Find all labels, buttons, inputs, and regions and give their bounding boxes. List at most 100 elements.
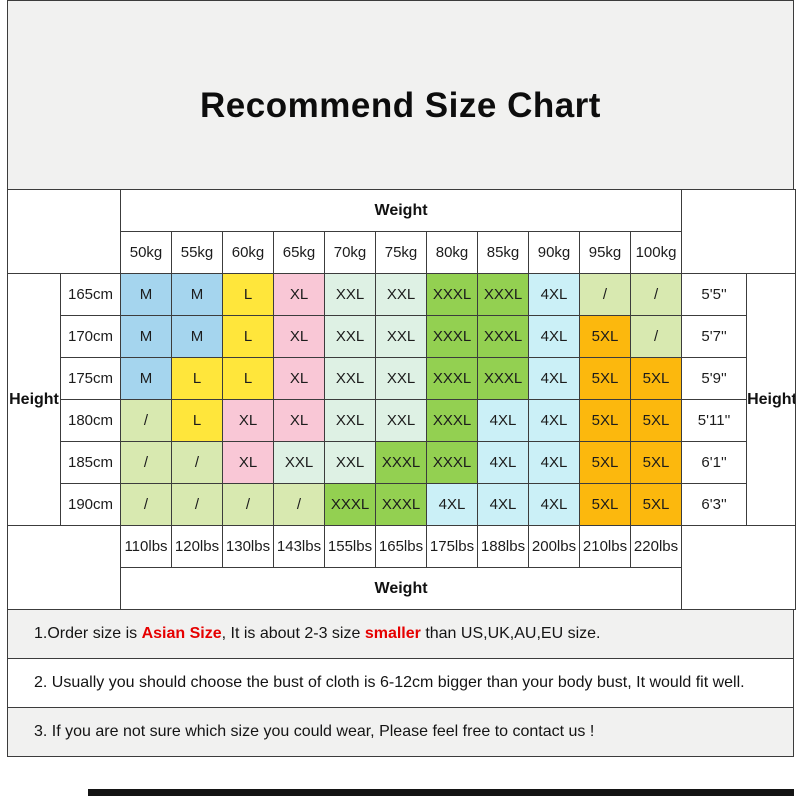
lbs-header-cell: 175lbs: [426, 525, 478, 568]
height-label-left: Height: [7, 273, 61, 526]
size-cell: 4XL: [477, 483, 529, 526]
size-cell: 5XL: [629, 483, 683, 526]
size-cell: 4XL: [528, 441, 580, 484]
note-line-3: 3. If you are not sure which size you co…: [7, 707, 794, 757]
size-cell: M: [120, 357, 172, 400]
size-cell: L: [171, 357, 223, 400]
kg-header-cell: 85kg: [477, 231, 529, 274]
kg-header-cell: 55kg: [171, 231, 223, 274]
note-line-1: 1.Order size is Asian Size, It is about …: [7, 609, 794, 659]
size-cell: 4XL: [477, 441, 529, 484]
size-cell: /: [629, 315, 683, 358]
size-cell: XXXL: [426, 357, 478, 400]
kg-header-cell: 100kg: [629, 231, 683, 274]
kg-header-cell: 75kg: [375, 231, 427, 274]
size-cell: 4XL: [528, 315, 580, 358]
size-cell: XXXL: [477, 273, 529, 316]
note-1-highlight-smaller: smaller: [364, 625, 421, 642]
size-cell: XXL: [375, 357, 427, 400]
lbs-header-cell: 130lbs: [222, 525, 274, 568]
size-cell: L: [222, 315, 274, 358]
size-cell: M: [171, 273, 223, 316]
kg-header-cell: 50kg: [120, 231, 172, 274]
size-cell: /: [273, 483, 325, 526]
height-cm-cell: 190cm: [60, 483, 121, 526]
height-cm-cell: 170cm: [60, 315, 121, 358]
size-cell: 5XL: [579, 399, 631, 442]
height-ft-cell: 5'9'': [681, 357, 748, 400]
size-cell: M: [120, 273, 172, 316]
size-cell: XXXL: [375, 483, 427, 526]
kg-header-cell: 95kg: [579, 231, 631, 274]
size-cell: 5XL: [579, 315, 631, 358]
lbs-header-cell: 200lbs: [528, 525, 580, 568]
size-cell: XXL: [324, 273, 376, 316]
size-cell: XXL: [273, 441, 325, 484]
size-cell: XL: [222, 441, 274, 484]
table-row: 170cm M M L XL XXL XXL XXXL XXXL 4XL 5XL/5'7'': [8, 315, 796, 358]
size-cell: M: [171, 315, 223, 358]
size-cell: XL: [273, 273, 325, 316]
size-cell: XXL: [375, 315, 427, 358]
weight-footer-row: Weight: [8, 567, 796, 610]
size-cell: 4XL: [528, 399, 580, 442]
size-cell: /: [171, 483, 223, 526]
size-cell: 4XL: [528, 273, 580, 316]
lbs-header-cell: 188lbs: [477, 525, 529, 568]
size-cell: /: [222, 483, 274, 526]
size-cell: 5XL: [629, 399, 683, 442]
lbs-header-row: 110lbs 120lbs 130lbs 143lbs 155lbs 165lbs 175l…: [7, 525, 797, 610]
size-cell: XXXL: [477, 357, 529, 400]
size-cell: /: [120, 483, 172, 526]
size-cell: XXL: [375, 273, 427, 316]
lbs-header-cell: 110lbs: [120, 525, 172, 568]
size-cell: XXXL: [426, 399, 478, 442]
height-ft-cell: 6'1'': [681, 441, 748, 484]
size-cell: /: [120, 441, 172, 484]
size-cell: L: [222, 357, 274, 400]
size-cell: 4XL: [528, 357, 580, 400]
size-cell: XXL: [324, 315, 376, 358]
note-1-suffix: than US,UK,AU,EU size.: [420, 625, 601, 642]
size-cell: XXXL: [426, 441, 478, 484]
height-ft-cell: 5'5'': [681, 273, 748, 316]
blank-corner-bottom-right: [681, 525, 797, 610]
size-cell: /: [579, 273, 631, 316]
size-chart-sheet: Recommend Size Chart Weight 50kg 55kg 60kg 6…: [7, 0, 797, 757]
height-cm-cell: 185cm: [60, 441, 121, 484]
weight-header-bottom: Weight: [119, 567, 683, 610]
height-label-right: Height: [746, 273, 797, 526]
size-cell: M: [120, 315, 172, 358]
size-cell: XL: [273, 315, 325, 358]
size-cell: 5XL: [579, 441, 631, 484]
size-cell: /: [171, 441, 223, 484]
height-ft-cell: 5'7'': [681, 315, 748, 358]
table-row: 180cm / L XL XL XXL XXL XXXL 4XL 4XL 5XL 5XL 5'11'': [8, 399, 796, 442]
size-cell: 4XL: [477, 399, 529, 442]
size-cell: 4XL: [528, 483, 580, 526]
size-cell: /: [120, 399, 172, 442]
size-cell: XXL: [324, 441, 376, 484]
note-line-2: 2. Usually you should choose the bust of…: [7, 658, 794, 708]
lbs-header-cell: 210lbs: [579, 525, 631, 568]
table-row: Height 165cm M M L XL XXL XXL XXXL XXXL 4XL //5'5''…: [7, 273, 797, 526]
kg-header-cell: 90kg: [528, 231, 580, 274]
size-chart-tbody: Weight 50kg 55kg 60kg 65kg 70kg 75kg 80kg 85kg 90…: [7, 189, 797, 610]
height-cm-cell: 180cm: [60, 399, 121, 442]
lbs-header-cell: 220lbs: [629, 525, 683, 568]
table-row: 190cm / / / / XXXL XXXL 4XL 4XL 4XL 5XL 5XL 6'3'': [8, 483, 796, 526]
kg-header-cell: 80kg: [426, 231, 478, 274]
size-cell: L: [222, 273, 274, 316]
lbs-header-cell: 120lbs: [171, 525, 223, 568]
size-cell: XXXL: [426, 315, 478, 358]
size-cell: 5XL: [579, 357, 631, 400]
table-row: 175cm M L L XL XXL XXL XXXL XXXL 4XL 5XL 5XL 5'9'': [8, 357, 796, 400]
kg-header-cell: 70kg: [324, 231, 376, 274]
lbs-header-cell: 143lbs: [273, 525, 325, 568]
size-cell: XXL: [375, 399, 427, 442]
size-cell: XXXL: [324, 483, 376, 526]
size-cell: XXL: [324, 399, 376, 442]
lbs-header-cell: 165lbs: [375, 525, 427, 568]
lbs-header-cell: 155lbs: [324, 525, 376, 568]
table-row: 185cm / / XL XXL XXL XXXL XXXL 4XL 4XL 5XL 5XL 6'1'': [8, 441, 796, 484]
